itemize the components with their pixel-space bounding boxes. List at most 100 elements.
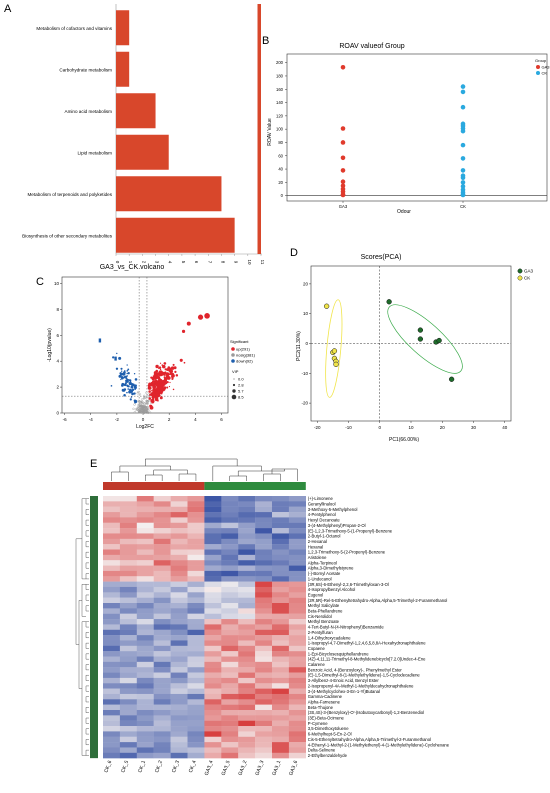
panel-e-heatmap-cell <box>255 528 272 534</box>
panel-c-point-up <box>184 362 186 364</box>
panel-e-heatmap-cell <box>188 710 205 716</box>
panel-e-heatmap-cell <box>188 747 205 753</box>
panel-e-heatmap-cell <box>204 699 221 705</box>
panel-e-row-label: 4-Pentylphenol <box>308 512 336 517</box>
panel-e-heatmap-cell <box>171 640 188 646</box>
panel-e-heatmap-cell <box>137 614 154 620</box>
panel-e-heatmap-cell <box>103 657 120 663</box>
panel-e-heatmap-cell <box>221 560 238 566</box>
panel-e-heatmap-cell <box>272 705 289 711</box>
panel-e-heatmap-cell <box>171 576 188 582</box>
panel-e-heatmap-cell <box>204 721 221 727</box>
panel-a-category-label: Amino acid metabolism <box>65 109 113 114</box>
panel-e-heatmap-cell <box>103 624 120 630</box>
panel-e-row-branch <box>86 595 89 600</box>
panel-e-heatmap-cell <box>204 715 221 721</box>
panel-e-heatmap-cell <box>120 646 137 652</box>
panel-e-heatmap-cell <box>238 576 255 582</box>
panel-e-row-label: 3-(4-Methylcyclohex-3-En-1-Yl)Butanal <box>308 689 380 694</box>
panel-e-heatmap-cell <box>171 539 188 545</box>
panel-e-heatmap-cell <box>204 651 221 657</box>
panel-e-row-label: Methyl Salicylate <box>308 603 340 608</box>
panel-b-legend-swatch <box>536 71 540 75</box>
panel-e-heatmap-cell <box>204 683 221 689</box>
panel-c-point-down <box>131 396 132 397</box>
panel-e-heatmap-cell <box>272 710 289 716</box>
panel-e-heatmap-cell <box>120 603 137 609</box>
panel-e-heatmap-cell <box>188 726 205 732</box>
panel-c-title: GA3_vs_CK.volcano <box>100 264 165 271</box>
panel-e-heatmap-cell <box>272 603 289 609</box>
panel-e-row-branch <box>86 552 89 557</box>
panel-e-heatmap-cell <box>255 566 272 572</box>
panel-e-heatmap-cell <box>137 721 154 727</box>
panel-e-heatmap-cell <box>238 646 255 652</box>
panel-e-heatmap-cell <box>221 705 238 711</box>
panel-c-point-down <box>116 368 118 370</box>
panel-e-heatmap-cell <box>255 550 272 556</box>
panel-e-heatmap-cell <box>137 566 154 572</box>
panel-e-heatmap-cell <box>289 501 306 507</box>
panel-e-heatmap-cell <box>103 646 120 652</box>
panel-e-row-label: (+)-Limonene <box>308 496 334 501</box>
panel-e-heatmap-cell <box>154 566 171 572</box>
panel-e-heatmap-cell <box>154 630 171 636</box>
panel-e-heatmap-cell <box>272 742 289 748</box>
panel-e-row-label: 2-Hexanal <box>308 539 327 544</box>
panel-e-heatmap-cell <box>171 624 188 630</box>
panel-e-heatmap-cell <box>255 726 272 732</box>
panel-e-heatmap-cell <box>238 731 255 737</box>
panel-e-heatmap-cell <box>137 619 154 625</box>
panel-e-heatmap-cell <box>204 517 221 523</box>
panel-e-heatmap-cell <box>289 512 306 518</box>
panel-e-heatmap-cell <box>120 539 137 545</box>
panel-e-heatmap-cell <box>221 507 238 513</box>
panel-c-legend-swatch <box>231 347 235 351</box>
panel-c-y-tick-label: 6 <box>56 333 59 338</box>
panel-e-heatmap-cell <box>272 560 289 566</box>
panel-e-row-label: 3,5-Dimethoxytoluene <box>308 726 349 731</box>
panel-e-heatmap-cell <box>255 598 272 604</box>
panel-e-heatmap-cell <box>238 501 255 507</box>
panel-e-heatmap-cell <box>171 689 188 695</box>
panel-e: E (+)-LimoneneGeranyllinalool3-Methoxy-5… <box>76 458 450 776</box>
panel-e-row-branch <box>86 665 89 670</box>
panel-e-heatmap-cell <box>188 598 205 604</box>
panel-b-point <box>341 126 346 131</box>
panel-e-heatmap-cell <box>103 555 120 561</box>
panel-e-row-branch <box>82 622 86 756</box>
panel-c-x-tick-label: -4 <box>89 417 93 422</box>
panel-e-heatmap-cell <box>188 753 205 759</box>
panel-e-heatmap-cell <box>204 533 221 539</box>
panel-b-x-tick-label: GA3 <box>339 204 348 209</box>
panel-c: C GA3_vs_CK.volcano -Log10(pvalue) Log2F… <box>36 264 256 430</box>
panel-c-point-nosig <box>147 396 149 398</box>
panel-c-x-tick-label: 6 <box>220 417 223 422</box>
panel-e-heatmap-cell <box>272 544 289 550</box>
panel-e-heatmap-cell <box>171 673 188 679</box>
panel-c-point-up <box>166 387 168 389</box>
panel-e-heatmap-cell <box>221 571 238 577</box>
panel-e-heatmap-cell <box>137 598 154 604</box>
panel-e-heatmap-cell <box>171 731 188 737</box>
panel-e-heatmap-cell <box>289 550 306 556</box>
panel-e-column-label: CK_3 <box>171 760 181 774</box>
panel-e-heatmap-cell <box>238 630 255 636</box>
panel-d-legend-swatch <box>518 269 522 273</box>
panel-c-point-down <box>128 372 130 374</box>
panel-e-heatmap-cell <box>221 528 238 534</box>
panel-b-x-tick-label: CK <box>460 204 466 209</box>
panel-e-heatmap-cell <box>255 496 272 502</box>
panel-e-heatmap-cell <box>255 582 272 588</box>
panel-e-heatmap-cell <box>204 753 221 759</box>
panel-b-y-tick-label: 60 <box>278 153 283 158</box>
panel-c-point-up <box>204 313 210 319</box>
panel-a-x-tick-label: 4 <box>168 261 173 264</box>
panel-c-point-up <box>167 373 170 376</box>
panel-c-point-up <box>160 369 162 371</box>
panel-e-heatmap-cell <box>238 566 255 572</box>
panel-e-heatmap-cell <box>137 507 154 513</box>
panel-c-frame <box>62 277 228 413</box>
